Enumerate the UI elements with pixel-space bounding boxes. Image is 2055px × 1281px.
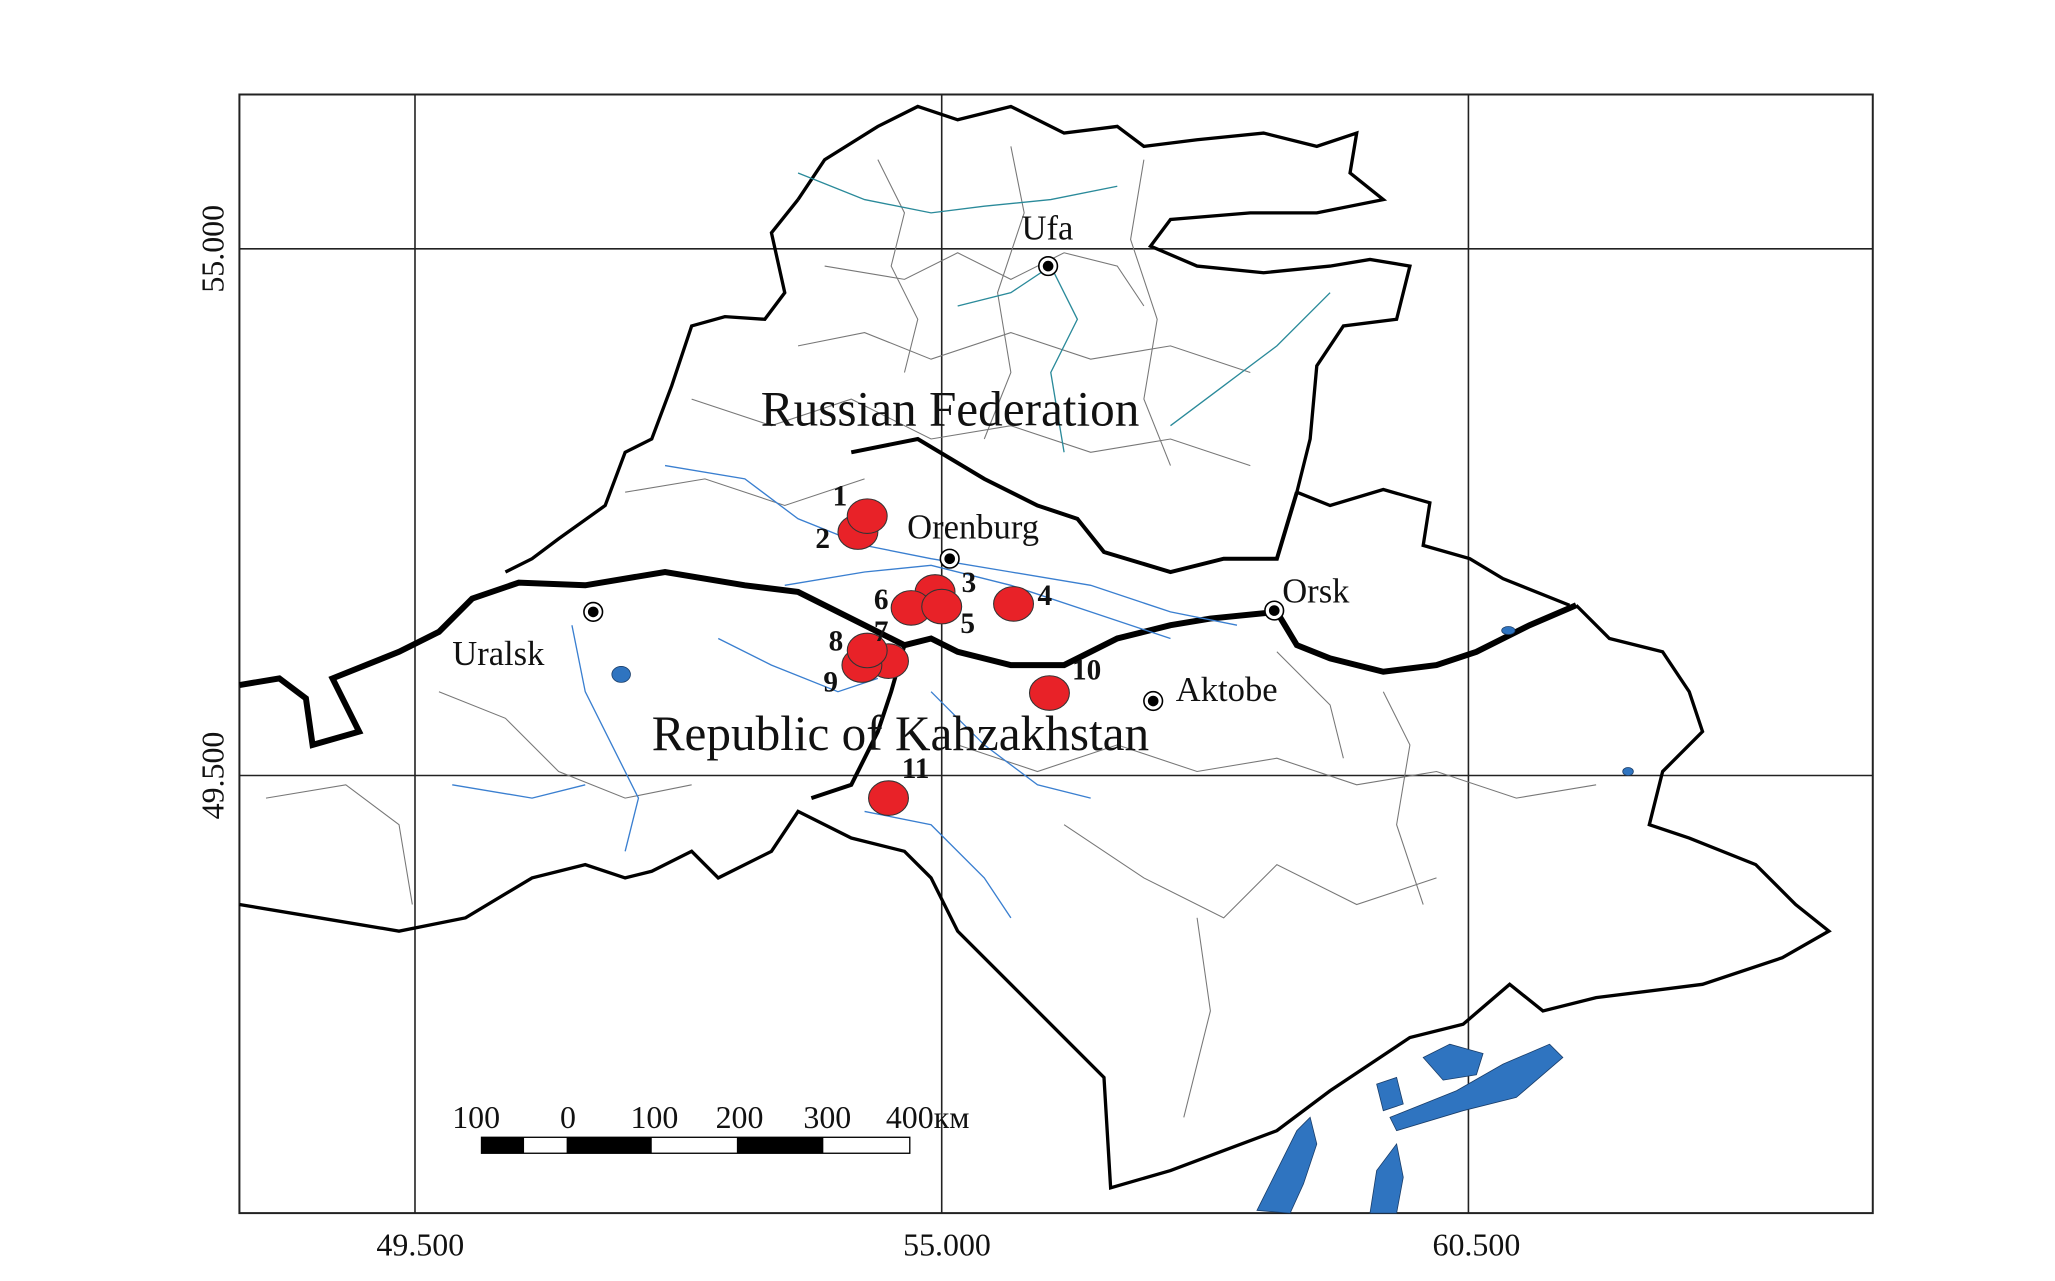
site-label: 9 [823,667,838,699]
site-marker [868,780,909,816]
x-tick-label: 49.500 [376,1228,464,1263]
site-label: 1 [833,480,848,512]
scale-label: 0 [560,1100,576,1135]
city-uralsk: Uralsk [452,601,604,673]
x-tick-label: 55.000 [903,1228,991,1263]
city-dot [944,553,956,565]
site-label: 4 [1037,580,1052,612]
admin-boundaries [265,146,1597,1118]
city-label: Uralsk [452,635,545,673]
city-dot [1042,260,1054,272]
site-label: 7 [874,616,889,648]
scale-label: 400км [886,1100,970,1135]
frame [238,93,1874,1215]
land-outline [238,104,1832,1191]
region-labels: Russian Federation Republic of Kahzakhst… [652,382,1149,762]
y-tick-label: 55.000 [195,205,230,293]
scale-label: 300 [803,1100,851,1135]
region-label-russia: Russian Federation [761,382,1140,437]
scale-label: 200 [716,1100,764,1135]
scale-label: 100 [452,1100,500,1135]
site-marker [921,588,963,625]
site-label: 11 [902,753,930,785]
city-orenburg: Orenburg [907,509,1039,569]
city-label: Ufa [1022,209,1074,247]
site-label: 5 [960,608,975,640]
cities: Ufa Orenburg Orsk Uralsk Aktobe [452,209,1350,712]
city-label: Aktobe [1176,671,1278,709]
sites: 12 3 4 5 678 9 10 11 [815,480,1101,816]
city-ufa: Ufa [1022,209,1074,277]
site-marker [846,632,888,669]
site-label: 8 [829,625,844,657]
site-label: 3 [962,567,977,599]
y-tick-label: 49.500 [195,732,230,820]
x-tick-label: 60.500 [1433,1228,1521,1263]
site-label: 6 [874,584,889,616]
scale-bar: 100 0 100 200 300 400км [452,1100,970,1154]
city-dot [1147,695,1159,707]
city-label: Orenburg [907,509,1039,547]
tick-labels: 49.500 55.000 60.500 55.000 49.500 [195,205,1520,1263]
rivers [452,172,1331,919]
site-marker [846,498,888,534]
site-marker [993,586,1035,622]
city-aktobe: Aktobe [1143,671,1278,712]
water-bodies [611,626,1634,1214]
site-marker [1028,675,1070,711]
city-dot [1268,605,1280,616]
site-label: 2 [815,523,830,555]
city-label: Orsk [1282,573,1350,611]
site-label: 10 [1072,655,1101,687]
city-dot [587,606,599,618]
region-label-kazakhstan: Republic of Kahzakhstan [652,706,1149,761]
city-orsk: Orsk [1264,573,1350,621]
scale-label: 100 [630,1100,678,1135]
